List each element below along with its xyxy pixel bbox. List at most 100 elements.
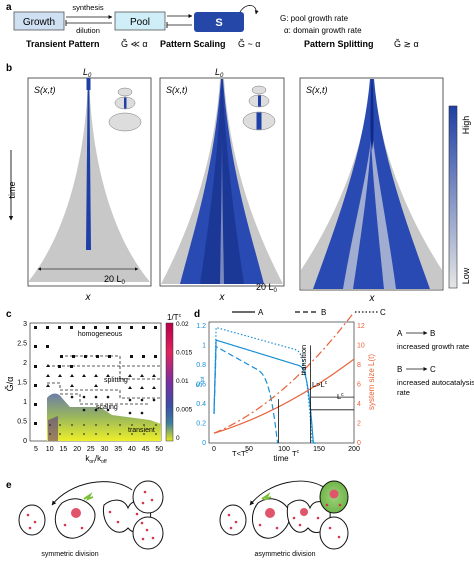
cond-splitting: Ğ ≳ α [394, 39, 419, 49]
d-ytick-right: 0 [357, 440, 361, 447]
note-bc-text2: rate [397, 388, 410, 397]
caption-asymmetric: asymmetric division [254, 551, 315, 558]
c-xtick: 50 [155, 446, 163, 453]
molecules-asym [227, 503, 342, 539]
region-scaling: scaling [96, 404, 118, 411]
c-xtick: 5 [34, 446, 38, 453]
d-ylabel-right: system size L(t) [367, 354, 376, 410]
size-curve-a [213, 358, 355, 434]
panel-b: Transient Pattern Ğ ≪ α Pattern Scaling … [6, 39, 471, 304]
c-xtick: 20 [73, 446, 81, 453]
c-colorbar-tick: 0.01 [176, 378, 189, 385]
c-xtick: 35 [114, 446, 122, 453]
title-scaling: Pattern Scaling [160, 39, 226, 49]
homogeneous-markers [34, 326, 157, 425]
l-gt-lc-label: L>Lc [312, 380, 328, 389]
autocatalysis-loop-arrow [239, 5, 259, 15]
c-ytick: 1.5 [17, 380, 27, 387]
daughter-2-sym [132, 516, 164, 550]
panel-e-letter: e [6, 480, 12, 491]
signal-cluster-dividing [300, 508, 308, 516]
note-ab-to: B [430, 329, 435, 338]
lc-label: Lc [337, 392, 344, 401]
panel-e: e symmetric division asymmetric division [6, 480, 349, 558]
d-xticks: 0 50 100 150 200 [212, 446, 360, 453]
note-bc-from: B [397, 365, 402, 374]
cell-growing-asym [251, 498, 291, 539]
d-ytick-right: 12 [357, 323, 365, 330]
note-bc-to: C [430, 365, 436, 374]
scaling-markers [70, 395, 156, 415]
region-transient: transient [128, 427, 155, 434]
c-ylabel: Ğ/α [5, 377, 15, 392]
cond-transient: Ğ ≪ α [121, 39, 148, 49]
legend-c: C [380, 308, 386, 317]
synthesis-label: synthesis [72, 3, 104, 12]
colorbar-low: Low [461, 267, 471, 284]
stot-curve-b [213, 345, 279, 444]
colorbar-high: High [461, 116, 471, 135]
caption-symmetric: symmetric division [41, 551, 98, 558]
kymograph-transient: S(x,t) L0 20 L0 x [27, 67, 152, 303]
s-label: S [215, 17, 222, 29]
asymmetric-cycle-arrow [249, 480, 326, 506]
kymograph-scaling: S(x,t) L0 20 L0 x [159, 67, 285, 303]
scale-label-2: 20 L0 [256, 282, 278, 294]
tc-label: Tc [292, 449, 300, 458]
title-transient: Transient Pattern [26, 39, 100, 49]
d-xtick: 200 [348, 446, 360, 453]
transient-heat-region [47, 393, 161, 441]
c-ytick: 3 [23, 321, 27, 328]
growth-bolt-asym [261, 492, 272, 501]
c-colorbar-tick: 0 [176, 435, 180, 442]
stot-curve-a [213, 339, 317, 444]
c-xtick: 30 [101, 446, 109, 453]
growth-bolt-sym [83, 492, 94, 501]
s-xt-label-3: S(x,t) [306, 85, 328, 95]
c-ytick: 2.5 [17, 341, 27, 348]
d-ytick-right: 10 [357, 342, 365, 349]
d-xtick: 100 [278, 446, 290, 453]
panel-d-letter: d [194, 309, 200, 320]
stot-curve-c [213, 326, 313, 443]
legend-g: G: pool growth rate [280, 14, 349, 23]
x-label-1: x [85, 292, 92, 303]
c-xtick: 45 [142, 446, 150, 453]
c-colorbar-ticks: 0.02 0.015 0.01 0.005 0 [176, 321, 193, 442]
c-xtick: 25 [87, 446, 95, 453]
note-ab-text: increased growth rate [397, 342, 469, 351]
d-yticks-left: 0 0.2 0.4 0.6 0.8 1 1.2 [196, 323, 206, 447]
d-ylabel-left: Stot [195, 376, 206, 388]
d-ytick-right: 8 [357, 362, 361, 369]
d-ytick-left: 0.8 [196, 362, 206, 369]
transition-label: transition [299, 345, 308, 375]
t-lt-tc-label: T<Tc [232, 449, 249, 458]
c-colorbar-tick: 0.02 [176, 321, 189, 328]
c-ytick: 2 [23, 360, 27, 367]
c-ytick: 0.5 [17, 419, 27, 426]
c-yticks: 0 0.5 1 1.5 2 2.5 3 [17, 321, 27, 445]
s-box [194, 12, 244, 32]
panel-c: c homogeneous splitting [5, 309, 193, 465]
signal-cluster-green [329, 489, 339, 499]
c-ytick: 0 [23, 438, 27, 445]
panel-a-letter: a [6, 2, 12, 13]
d-ytick-left: 0 [202, 440, 206, 447]
x-label-2: x [219, 292, 226, 303]
region-homogeneous: homogeneous [78, 331, 123, 338]
pool-box [114, 11, 166, 31]
d-xlabel: time [273, 454, 289, 463]
panel-a: a Growth synthesis dilution Pool S G: po… [6, 2, 362, 35]
c-xlabel: kon/koff [85, 454, 107, 465]
signal-cluster-asym [265, 508, 275, 518]
c-colorbar-tick: 0.015 [176, 350, 193, 357]
cell-growing-sym [54, 498, 96, 539]
colorbar-c [165, 322, 174, 442]
splitting-markers [46, 364, 156, 389]
note-bc-text1: increased autocatalysis [397, 378, 474, 387]
d-ytick-right: 6 [357, 381, 361, 388]
growth-box [13, 11, 65, 31]
daughter-white-asym [319, 516, 349, 550]
d-ytick-left: 1 [202, 342, 206, 349]
